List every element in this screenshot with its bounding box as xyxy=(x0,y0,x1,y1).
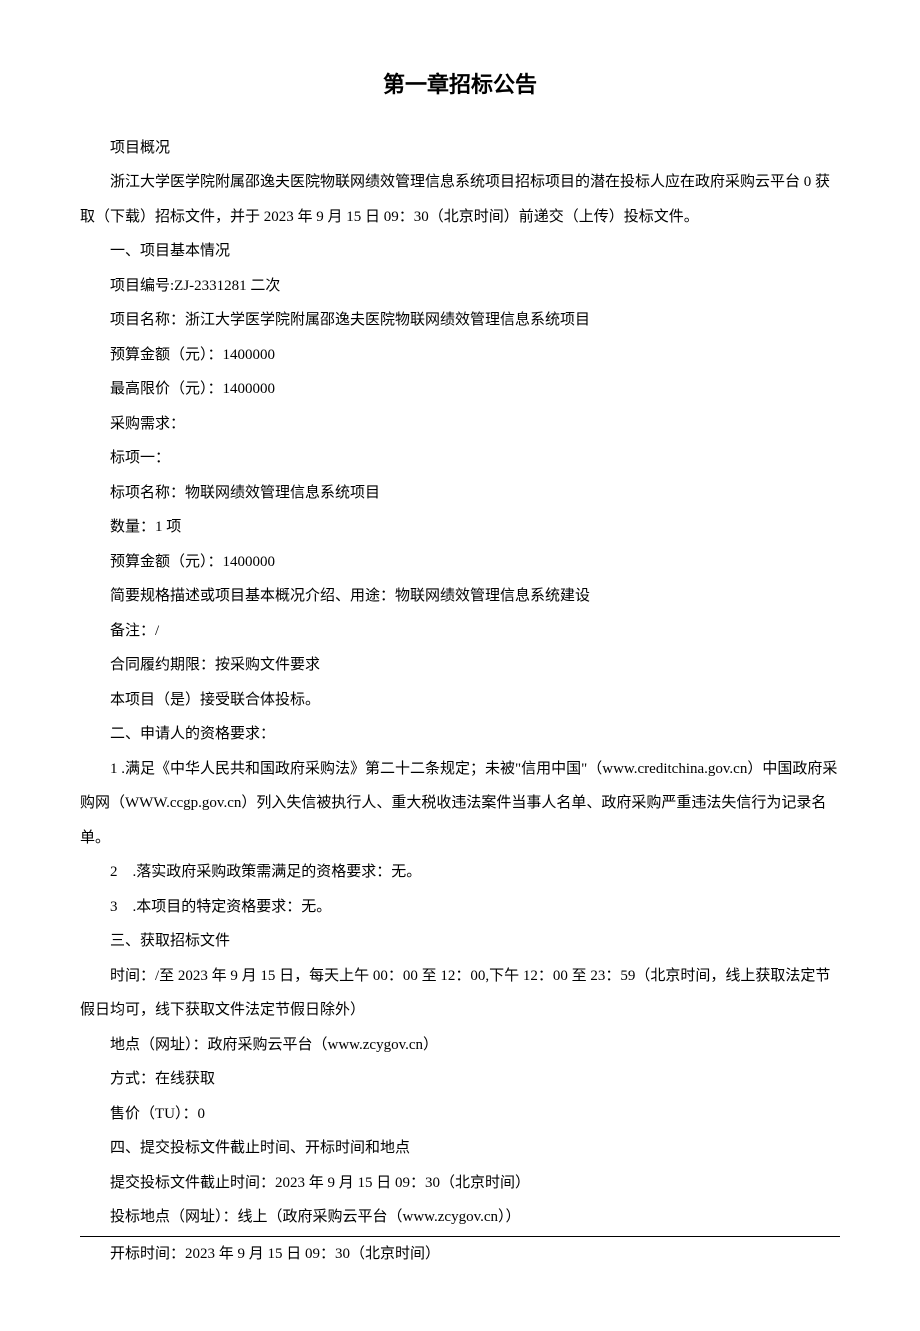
body-text: 预算金额（元）：1400000 xyxy=(80,338,840,373)
section-heading: 二、申请人的资格要求： xyxy=(80,717,840,752)
body-text: 备注：/ xyxy=(80,614,840,649)
body-text: 售价（TU）：0 xyxy=(80,1097,840,1132)
body-text: 时间：/至 2023 年 9 月 15 日，每天上午 00：00 至 12：00… xyxy=(80,959,840,1028)
body-text: 采购需求： xyxy=(80,407,840,442)
body-text: 2 .落实政府采购政策需满足的资格要求：无。 xyxy=(80,855,840,890)
body-text: 方式：在线获取 xyxy=(80,1062,840,1097)
body-text: 开标时间：2023 年 9 月 15 日 09：30（北京时间） xyxy=(80,1237,840,1272)
body-text: 数量：1 项 xyxy=(80,510,840,545)
body-text: 最高限价（元）：1400000 xyxy=(80,372,840,407)
section-heading: 四、提交投标文件截止时间、开标时间和地点 xyxy=(80,1131,840,1166)
section-heading: 三、获取招标文件 xyxy=(80,924,840,959)
body-text: 项目名称：浙江大学医学院附属邵逸夫医院物联网绩效管理信息系统项目 xyxy=(80,303,840,338)
body-text: 1 .满足《中华人民共和国政府采购法》第二十二条规定；未被"信用中国"（www.… xyxy=(80,752,840,856)
body-text: 3 .本项目的特定资格要求：无。 xyxy=(80,890,840,925)
body-text: 简要规格描述或项目基本概况介绍、用途：物联网绩效管理信息系统建设 xyxy=(80,579,840,614)
body-text: 地点（网址）：政府采购云平台（www.zcygov.cn） xyxy=(80,1028,840,1063)
body-text: 投标地点（网址）：线上（政府采购云平台（www.zcygov.cn）） xyxy=(80,1200,840,1235)
chapter-title: 第一章招标公告 xyxy=(80,60,840,111)
body-text: 标项一： xyxy=(80,441,840,476)
body-text: 提交投标文件截止时间：2023 年 9 月 15 日 09：30（北京时间） xyxy=(80,1166,840,1201)
body-text: 本项目（是）接受联合体投标。 xyxy=(80,683,840,718)
body-text: 项目编号:ZJ-2331281 二次 xyxy=(80,269,840,304)
section-heading: 一、项目基本情况 xyxy=(80,234,840,269)
body-text: 项目概况 xyxy=(80,131,840,166)
body-text: 合同履约期限：按采购文件要求 xyxy=(80,648,840,683)
underlined-block: 投标地点（网址）：线上（政府采购云平台（www.zcygov.cn）） xyxy=(80,1200,840,1237)
body-text: 浙江大学医学院附属邵逸夫医院物联网绩效管理信息系统项目招标项目的潜在投标人应在政… xyxy=(80,165,840,234)
body-text: 预算金额（元）：1400000 xyxy=(80,545,840,580)
body-text: 标项名称：物联网绩效管理信息系统项目 xyxy=(80,476,840,511)
